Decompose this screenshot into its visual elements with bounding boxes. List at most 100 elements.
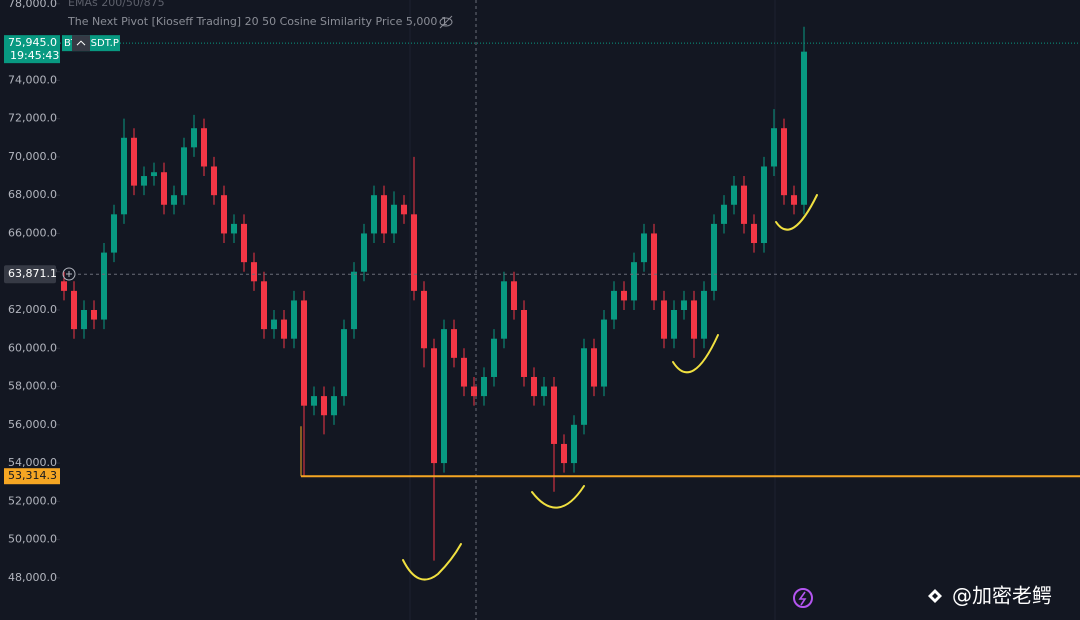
y-tick-label: 50,000.0 <box>8 533 57 546</box>
plot: 48,000.0 50,000.0 52,000.0 54,000.0 56,000.0… <box>4 0 1080 584</box>
last-price-label: 75,945.0 <box>8 36 57 49</box>
candle-body <box>481 376 487 397</box>
watermark: @加密老鳄 <box>952 584 1052 608</box>
candle-body <box>661 300 667 339</box>
annotation-curve <box>531 485 585 509</box>
candle-body <box>271 319 277 330</box>
candle-body <box>751 223 757 244</box>
candle-body <box>301 300 307 406</box>
candle-body <box>631 262 637 301</box>
lightning-icon[interactable] <box>793 588 813 608</box>
annotation-curve <box>402 543 462 581</box>
lightning-bolt <box>798 591 807 606</box>
support-label: 53,314.3 <box>8 469 57 482</box>
candle-body <box>71 290 77 330</box>
candle-body <box>91 310 97 320</box>
candle-body <box>391 204 397 234</box>
y-tick-label: 56,000.0 <box>8 418 57 431</box>
candle-body <box>291 300 297 339</box>
candle-body <box>581 348 587 425</box>
crosshair-label-bg <box>4 265 56 284</box>
candle-body <box>251 262 257 282</box>
candle-body <box>231 223 237 234</box>
candle-body <box>451 329 457 358</box>
candle-body <box>201 128 207 167</box>
candle-body <box>491 338 497 377</box>
candle-body <box>651 233 657 301</box>
collapse-icon <box>76 40 86 46</box>
candle-body <box>61 281 67 291</box>
y-tick-label: 62,000.0 <box>8 303 57 316</box>
candle-body <box>571 424 577 464</box>
collapse-button[interactable] <box>72 35 90 52</box>
candle-body <box>551 386 557 444</box>
y-tick-label: 72,000.0 <box>8 112 57 125</box>
candle-body <box>561 443 567 464</box>
last-price-bg <box>4 35 60 64</box>
candle-body <box>361 233 367 272</box>
symbol-label: BTCUSDT.P <box>64 38 119 49</box>
candle-body <box>471 386 477 397</box>
y-tick-label: 60,000.0 <box>8 341 57 354</box>
candle-body <box>611 290 617 320</box>
y-tick-label: 66,000.0 <box>8 226 57 239</box>
candle-body <box>531 376 537 397</box>
crosshair-label: 63,871.1 <box>8 267 57 280</box>
candle-body <box>701 290 707 339</box>
candle-body <box>461 357 467 387</box>
hand-drawn-marks <box>402 194 818 581</box>
candle-body <box>501 281 507 339</box>
candle-body <box>371 195 377 234</box>
y-tick-label: 58,000.0 <box>8 380 57 393</box>
candle-body <box>191 128 197 148</box>
candle-body <box>771 128 777 167</box>
candle-body <box>341 329 347 397</box>
eye-icon[interactable] <box>439 15 453 29</box>
candle-body <box>141 176 147 186</box>
candle-body <box>761 166 767 244</box>
candle-body <box>591 348 597 387</box>
support-label-bg <box>4 468 60 485</box>
indicator-legend: EMAs 200/50/875 <box>68 0 165 9</box>
candle-body <box>81 310 87 330</box>
candle-body <box>321 396 327 416</box>
candle-body <box>401 204 407 215</box>
candle-body <box>441 329 447 464</box>
countdown: 19:45:43 <box>10 49 59 62</box>
candle-body <box>601 319 607 387</box>
y-tick-label: 68,000.0 <box>8 188 57 201</box>
candle-body <box>171 195 177 205</box>
y-tick-label: 70,000.0 <box>8 150 57 163</box>
candle-body <box>121 137 127 215</box>
candle-body <box>241 223 247 263</box>
candle-body <box>711 223 717 291</box>
candle-body <box>641 233 647 263</box>
candle-body <box>351 271 357 330</box>
add-button[interactable] <box>62 267 76 281</box>
candle-body <box>221 195 227 234</box>
watermark-logo <box>928 589 942 603</box>
candle-body <box>261 281 267 330</box>
candle-body <box>671 310 677 339</box>
candle-body <box>211 166 217 196</box>
y-tick-label: 48,000.0 <box>8 571 57 584</box>
candle-body <box>161 172 167 205</box>
candle-body <box>411 214 417 291</box>
candle-body <box>731 185 737 205</box>
candle-body <box>151 172 157 177</box>
y-tick-label: 54,000.0 <box>8 456 57 469</box>
indicator-legend: The Next Pivot [Kioseff Trading] 20 50 C… <box>67 15 448 28</box>
candle-body <box>781 128 787 196</box>
candle-body <box>181 147 187 196</box>
candle-body <box>801 51 807 205</box>
candle-body <box>111 214 117 253</box>
candle-body <box>131 137 137 186</box>
candle-body <box>511 281 517 310</box>
candle-body <box>331 396 337 416</box>
y-tick-label: 52,000.0 <box>8 494 57 507</box>
y-tick-label: 74,000.0 <box>8 73 57 86</box>
candle-body <box>791 195 797 205</box>
candle-body <box>421 290 427 349</box>
